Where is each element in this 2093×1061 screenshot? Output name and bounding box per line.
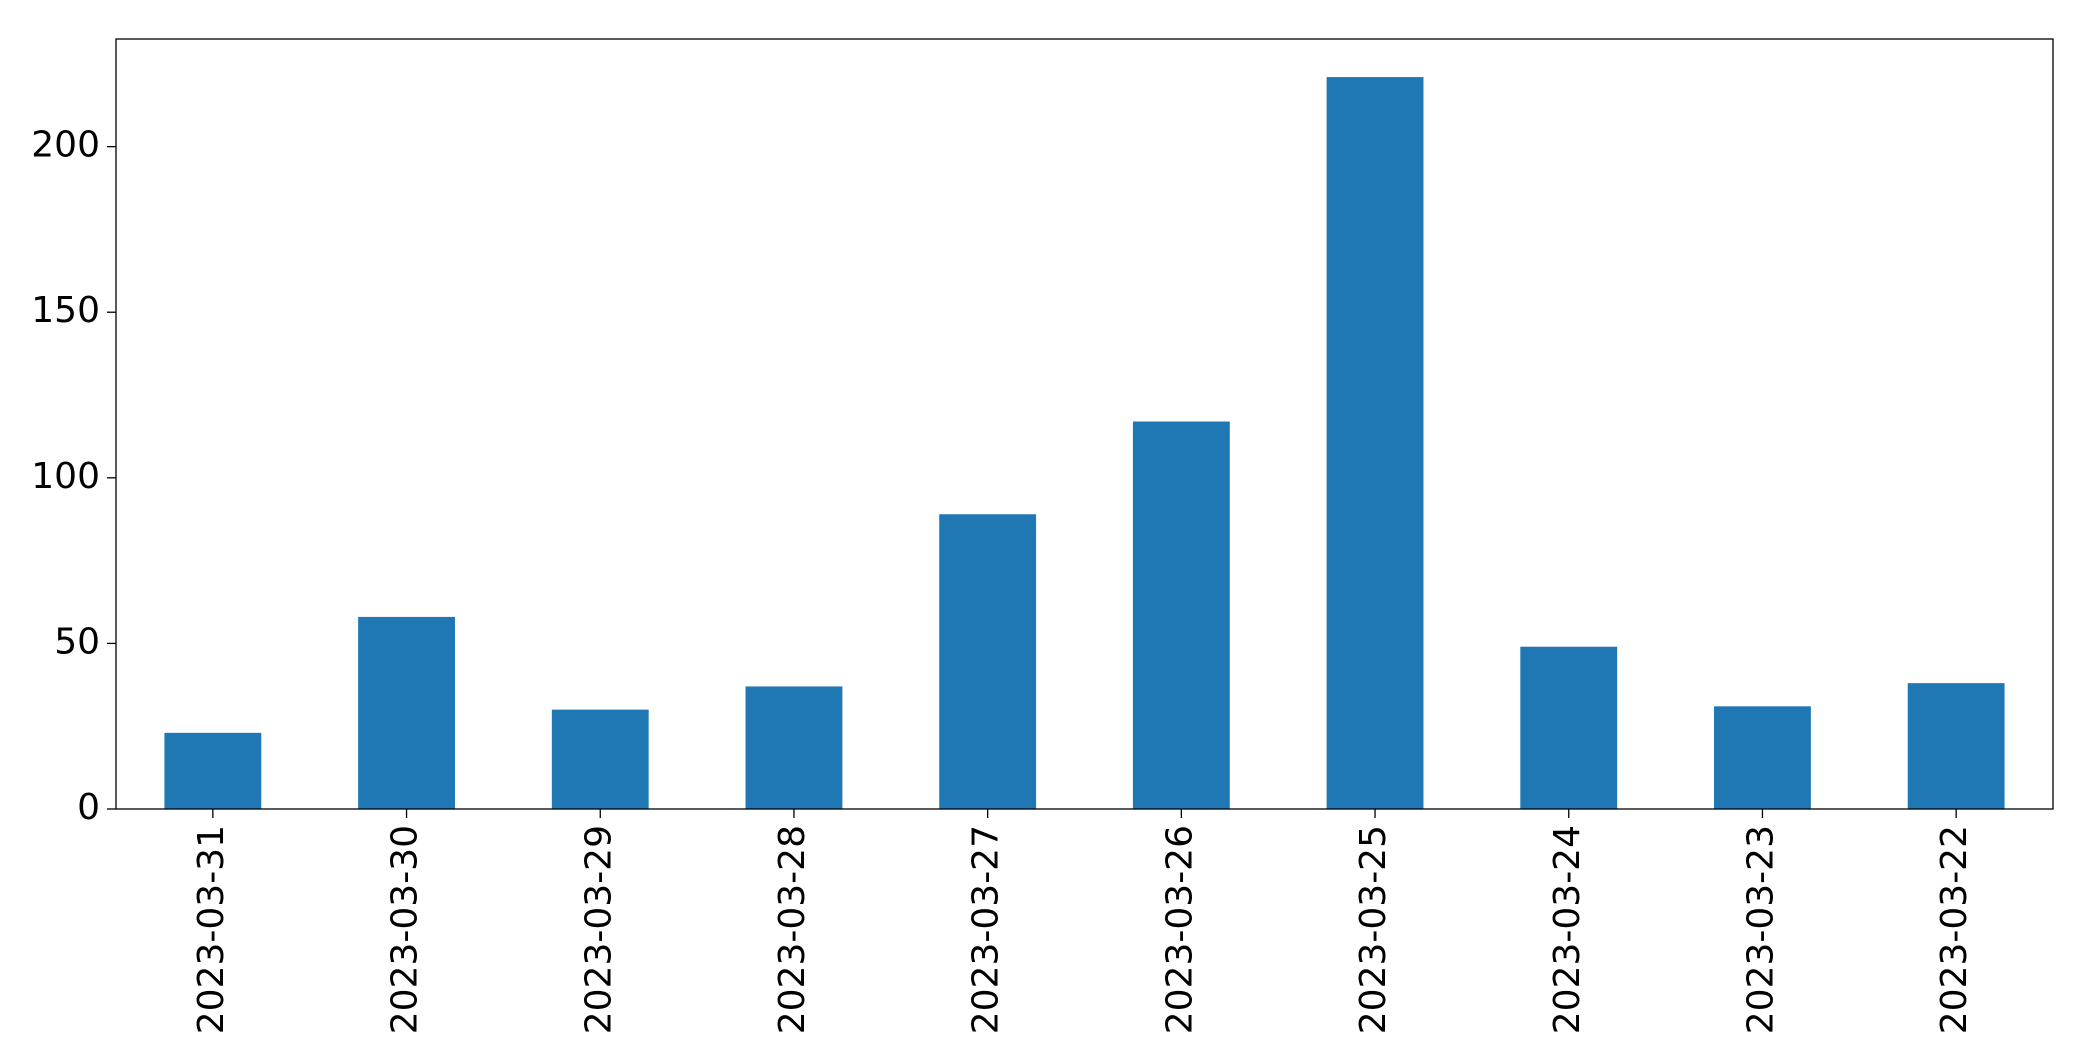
y-tick-label: 50 (54, 621, 100, 662)
y-tick-label: 150 (31, 290, 100, 331)
x-tick-label: 2023-03-29 (578, 825, 619, 1034)
x-tick-label: 2023-03-28 (772, 825, 813, 1034)
y-tick-label: 100 (31, 456, 100, 497)
bar (745, 686, 843, 809)
x-tick-label: 2023-03-27 (966, 825, 1007, 1034)
x-tick-label: 2023-03-31 (191, 825, 232, 1034)
bar (1132, 421, 1230, 809)
x-tick-label: 2023-03-24 (1547, 825, 1588, 1034)
y-tick-label: 200 (31, 125, 100, 166)
bar (1714, 706, 1811, 809)
x-tick-label: 2023-03-26 (1159, 825, 1200, 1034)
bar (1326, 77, 1424, 810)
x-tick-label: 2023-03-23 (1740, 825, 1781, 1034)
x-tick-label: 2023-03-30 (385, 825, 426, 1034)
bar (1907, 683, 2005, 809)
x-tick-label: 2023-03-22 (1934, 825, 1975, 1034)
plot-frame (115, 38, 2054, 810)
x-tick-label: 2023-03-25 (1353, 825, 1394, 1034)
bar (164, 732, 262, 809)
bar (358, 616, 455, 809)
y-tick-label: 0 (77, 787, 100, 828)
bar (1520, 646, 1618, 809)
bar (551, 709, 649, 809)
bar (939, 514, 1037, 809)
